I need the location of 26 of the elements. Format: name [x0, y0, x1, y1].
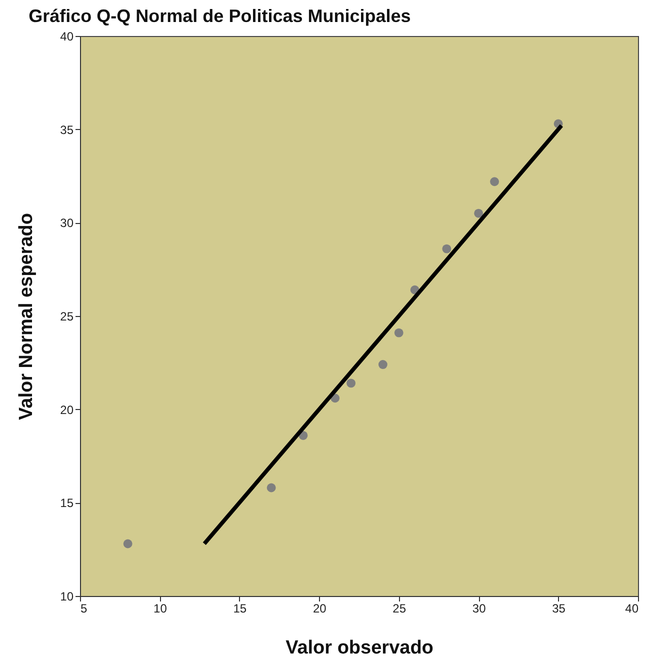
x-axis-title: Valor observado: [286, 638, 434, 658]
x-tick-label: 40: [625, 602, 639, 616]
y-tick-label: 10: [60, 590, 74, 604]
y-axis-title: Valor Normal esperado: [16, 213, 38, 420]
x-tick-label: 15: [233, 602, 247, 616]
y-tick-label: 20: [60, 402, 74, 417]
point: [394, 328, 404, 338]
point: [474, 208, 484, 218]
x-tick-label: 5: [80, 602, 88, 616]
y-tick-label: 15: [60, 496, 74, 510]
x-tick-label: 10: [154, 602, 168, 616]
point: [346, 378, 356, 388]
chart-title: Gráfico Q-Q Normal de Politicas Municipales: [28, 6, 411, 26]
y-tick-label: 25: [60, 310, 74, 324]
x-tick-label: 30: [472, 602, 486, 616]
x-tick-label: 35: [552, 602, 566, 616]
y-tick-label: 30: [60, 216, 74, 230]
x-tick-label: 25: [392, 602, 406, 616]
point: [442, 244, 452, 254]
point: [123, 539, 132, 548]
point: [490, 177, 499, 186]
point: [266, 483, 276, 492]
y-tick-label: 40: [60, 30, 74, 44]
y-tick-label: 35: [60, 122, 74, 137]
point: [378, 360, 388, 369]
x-tick-label: 20: [312, 602, 327, 616]
